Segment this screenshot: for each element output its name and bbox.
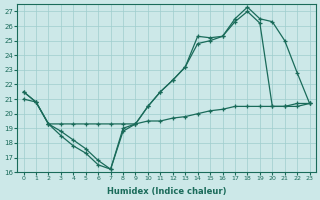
- X-axis label: Humidex (Indice chaleur): Humidex (Indice chaleur): [107, 187, 226, 196]
